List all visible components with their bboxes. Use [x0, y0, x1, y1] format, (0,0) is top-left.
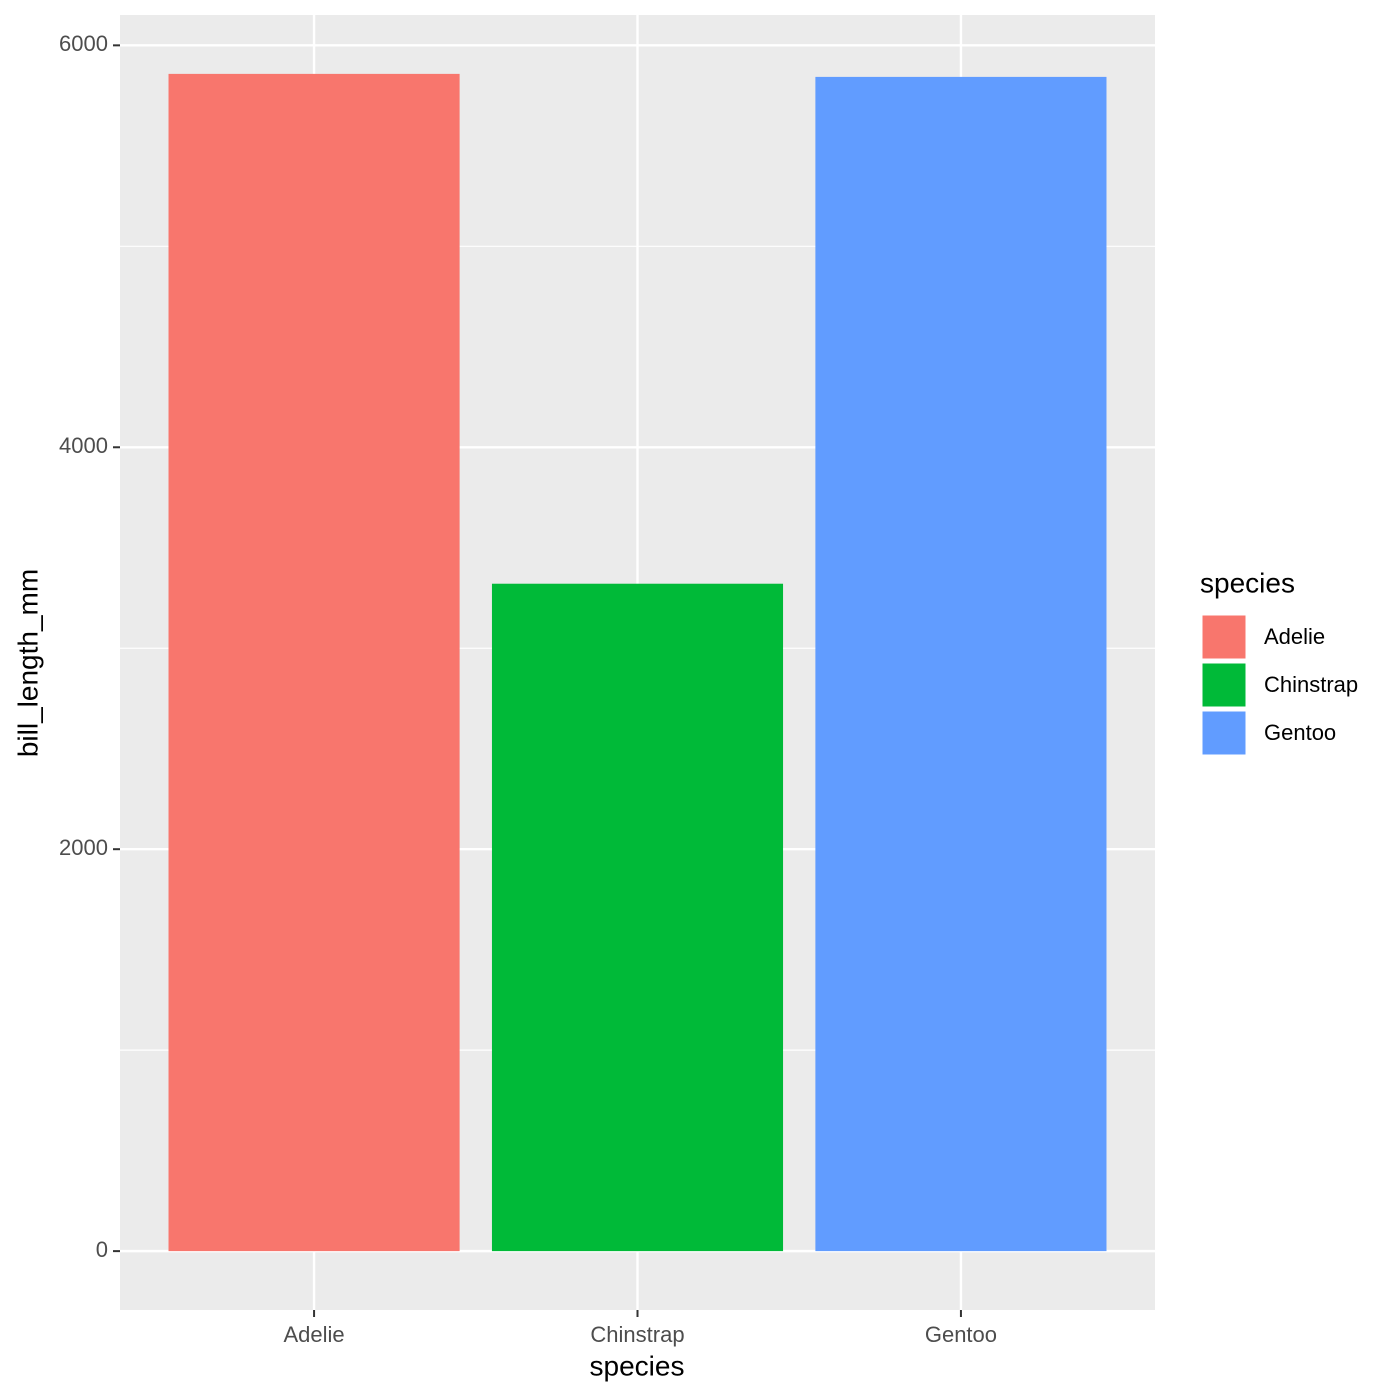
bar: [168, 73, 460, 1252]
x-tick-label: Chinstrap: [590, 1322, 684, 1347]
x-axis-title: species: [590, 1350, 685, 1381]
y-tick-label: 2000: [59, 835, 108, 860]
x-tick-label: Adelie: [283, 1322, 344, 1347]
legend-key: [1201, 710, 1247, 756]
y-tick-label: 4000: [59, 433, 108, 458]
legend-key: [1201, 614, 1247, 660]
legend-label: Chinstrap: [1264, 672, 1358, 697]
legend-title: species: [1200, 567, 1295, 598]
bar: [815, 76, 1107, 1252]
legend-key: [1201, 662, 1247, 708]
x-tick-label: Gentoo: [925, 1322, 997, 1347]
y-tick-label: 6000: [59, 31, 108, 56]
legend-label: Gentoo: [1264, 720, 1336, 745]
y-axis-title: bill_length_mm: [12, 569, 43, 757]
bar: [491, 583, 784, 1252]
y-tick-label: 0: [96, 1237, 108, 1262]
legend-label: Adelie: [1264, 624, 1325, 649]
